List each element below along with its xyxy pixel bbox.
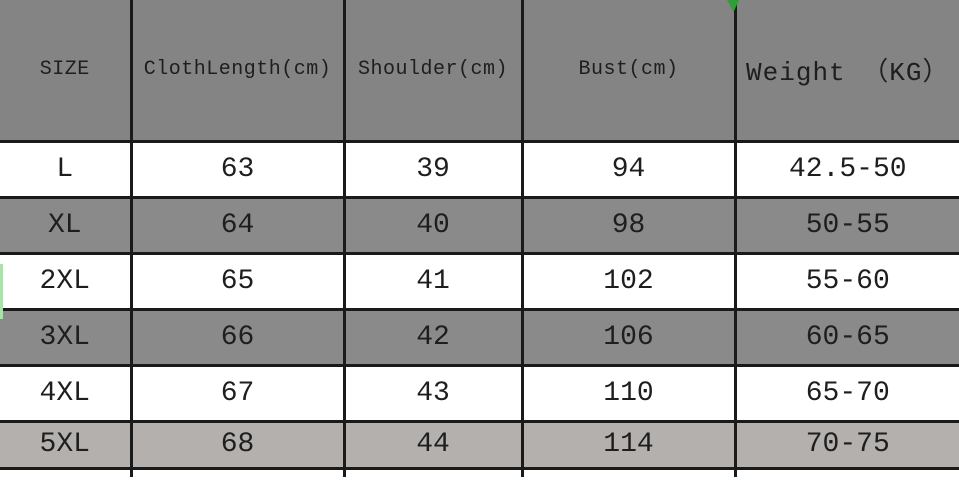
table-row: L 63 39 94 42.5-50 — [0, 141, 959, 199]
cell-bust: 106 — [522, 309, 737, 367]
header-row: SIZE ClothLength(cm) Shoulder(cm) Bust(c… — [0, 0, 959, 143]
cell-size: 3XL — [0, 309, 133, 367]
cell-cloth_length: 64 — [131, 197, 346, 255]
col-header-weight: Weight （KG） — [735, 0, 959, 143]
table-row: 2XL 65 41 102 55-60 — [0, 253, 959, 311]
table-row: 5XL 68 44 114 70-75 — [0, 421, 959, 470]
cell-bust: 102 — [522, 253, 737, 311]
cell-shoulder: 39 — [344, 141, 524, 199]
table-row: 4XL 67 43 110 65-70 — [0, 365, 959, 423]
cell-bust: 114 — [522, 421, 737, 470]
cell-cloth_length: 65 — [131, 253, 346, 311]
cropped-cell — [522, 468, 737, 477]
cropped-cell — [344, 468, 524, 477]
size-chart-table: SIZE ClothLength(cm) Shoulder(cm) Bust(c… — [0, 0, 959, 477]
cell-weight: 70-75 — [735, 421, 959, 470]
cell-cloth_length: 63 — [131, 141, 346, 199]
cell-size: 5XL — [0, 421, 133, 470]
cell-weight: 50-55 — [735, 197, 959, 255]
table-row: 3XL 66 42 106 60-65 — [0, 309, 959, 367]
col-header-size: SIZE — [0, 0, 133, 143]
cell-weight: 42.5-50 — [735, 141, 959, 199]
cell-weight: 60-65 — [735, 309, 959, 367]
cell-shoulder: 42 — [344, 309, 524, 367]
cell-bust: 94 — [522, 141, 737, 199]
cell-shoulder: 44 — [344, 421, 524, 470]
cell-size: L — [0, 141, 133, 199]
cell-cloth_length: 68 — [131, 421, 346, 470]
col-header-shoulder: Shoulder(cm) — [344, 0, 524, 143]
cropped-cell — [0, 468, 133, 477]
table-row: XL 64 40 98 50-55 — [0, 197, 959, 255]
col-header-cloth-length: ClothLength(cm) — [131, 0, 346, 143]
cell-cloth_length: 67 — [131, 365, 346, 423]
cropped-next-row — [0, 468, 959, 477]
cell-weight: 55-60 — [735, 253, 959, 311]
cell-cloth_length: 66 — [131, 309, 346, 367]
cell-shoulder: 43 — [344, 365, 524, 423]
cell-shoulder: 41 — [344, 253, 524, 311]
cell-weight: 65-70 — [735, 365, 959, 423]
green-stripe-artifact — [0, 264, 3, 319]
cell-shoulder: 40 — [344, 197, 524, 255]
col-header-bust: Bust(cm) — [522, 0, 737, 143]
cropped-cell — [735, 468, 959, 477]
cell-size: 2XL — [0, 253, 133, 311]
cell-bust: 98 — [522, 197, 737, 255]
cropped-cell — [131, 468, 346, 477]
cell-size: 4XL — [0, 365, 133, 423]
cell-size: XL — [0, 197, 133, 255]
cell-bust: 110 — [522, 365, 737, 423]
